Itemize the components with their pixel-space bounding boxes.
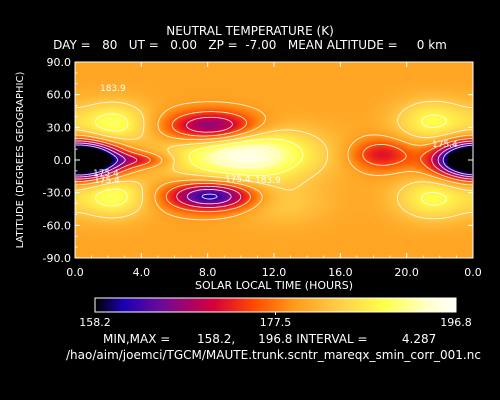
contour-line bbox=[94, 113, 447, 207]
x-tick-label: 0.0 bbox=[464, 266, 482, 279]
contour-label: 175.4 bbox=[432, 140, 458, 150]
colorbar bbox=[94, 297, 457, 313]
contour-line bbox=[211, 145, 280, 169]
y-axis-label: LATITUDE (DEGREES GEOGRAPHIC) bbox=[15, 72, 26, 249]
x-tick-label: 8.0 bbox=[199, 266, 217, 279]
contour-line bbox=[75, 100, 473, 220]
contour-label: 175.4 bbox=[93, 169, 119, 179]
y-tick-label: -30.0 bbox=[43, 187, 71, 200]
x-tick-label: 0.0 bbox=[66, 266, 84, 279]
contour-line bbox=[76, 142, 473, 205]
y-tick-label: 90.0 bbox=[47, 56, 72, 69]
x-tick-label: 16.0 bbox=[328, 266, 353, 279]
colorbar-label: 196.8 bbox=[440, 316, 472, 329]
y-tick-label: 60.0 bbox=[47, 89, 72, 102]
x-tick-label: 4.0 bbox=[133, 266, 151, 279]
file-path-text: /hao/aim/joemci/TGCM/MAUTE.trunk.scntr_m… bbox=[66, 348, 481, 362]
y-tick-label: 30.0 bbox=[47, 121, 72, 134]
colorbar-label: 177.5 bbox=[260, 316, 292, 329]
contour-line bbox=[75, 101, 473, 221]
y-tick-label: 0.0 bbox=[54, 154, 72, 167]
chart-title: NEUTRAL TEMPERATURE (K) bbox=[166, 24, 334, 38]
contour-label: 175.4 bbox=[94, 176, 120, 186]
x-tick-label: 20.0 bbox=[394, 266, 419, 279]
heatmap-field bbox=[75, 62, 473, 258]
min-max-interval-text: MIN,MAX = 158.2, 196.8 INTERVAL = 4.287 bbox=[103, 332, 437, 346]
contour-line bbox=[76, 116, 473, 208]
contour-label: 183.9 bbox=[100, 84, 126, 94]
chart-subtitle: DAY = 80 UT = 0.00 ZP = -7.00 MEAN ALTIT… bbox=[53, 38, 447, 52]
x-axis-label: SOLAR LOCAL TIME (HOURS) bbox=[195, 279, 353, 292]
contour-label: 175.4 bbox=[225, 175, 251, 185]
y-tick-label: -60.0 bbox=[43, 219, 71, 232]
y-tick-label: -90.0 bbox=[43, 252, 71, 265]
contour-label: 183.9 bbox=[255, 176, 281, 186]
contour-line bbox=[76, 144, 473, 200]
x-tick-label: 12.0 bbox=[262, 266, 287, 279]
colorbar-label: 158.2 bbox=[79, 316, 111, 329]
